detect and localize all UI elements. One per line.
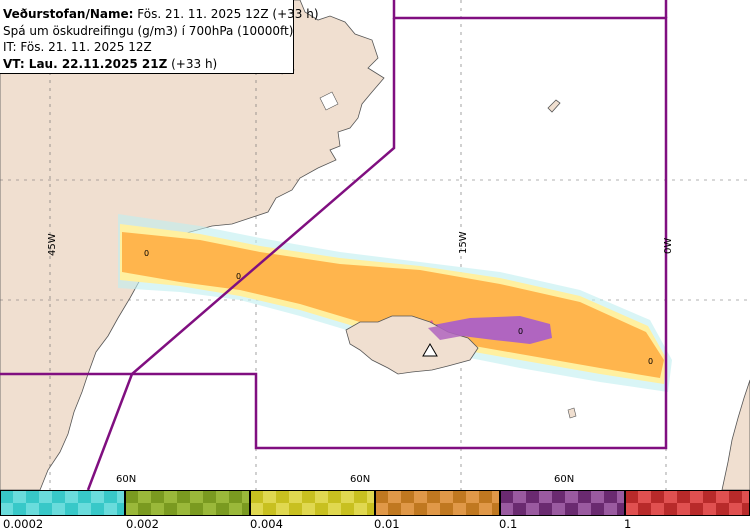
info-line-valid-time: VT: Lau. 22.11.2025 21Z (+33 h) (3, 56, 293, 73)
volcano-icon (422, 343, 438, 357)
issuer-value: Fös. 21. 11. 2025 12Z (+33 h) (133, 7, 319, 21)
legend-color-bar (0, 490, 750, 516)
contour-label: 0 (236, 272, 241, 281)
legend-label: 0.01 (374, 517, 400, 531)
issuer-label: Veðurstofan/Name: (3, 7, 134, 21)
legend-bin (500, 490, 625, 516)
forecast-info-box: Veðurstofan/Name: Fös. 21. 11. 2025 12Z … (0, 0, 319, 74)
faroe-islands (567, 407, 577, 419)
info-line-description: Spá um öskudreifingu (g/m3) í 700hPa (10… (3, 23, 294, 38)
longitude-label-15w: 15W (458, 231, 469, 254)
contour-label: 0 (518, 327, 523, 336)
legend-label: 0.0002 (3, 517, 44, 531)
valid-time-label: VT: Lau. 22.11.2025 21Z (3, 56, 168, 71)
latitude-label-60n: 60N (350, 474, 370, 485)
legend-bin (250, 490, 375, 516)
legend-label: 1 (624, 517, 632, 531)
legend-label: 0.1 (499, 517, 518, 531)
valid-time-offset: (+33 h) (167, 56, 218, 71)
fir-boundary (0, 0, 668, 491)
ash-over-iceland (428, 318, 548, 340)
legend-label: 0.004 (250, 517, 283, 531)
latitude-label-60n: 60N (116, 474, 136, 485)
longitude-label-0w: 0W (663, 238, 674, 254)
jan-mayen-island (547, 99, 561, 113)
info-line-issuer: Veðurstofan/Name: Fös. 21. 11. 2025 12Z … (3, 6, 319, 23)
latitude-label-60n: 60N (554, 474, 574, 485)
legend-bin (375, 490, 500, 516)
legend-bin (125, 490, 250, 516)
color-legend: 0.0002 0.002 0.004 0.01 0.1 1 (0, 490, 750, 532)
legend-bin (0, 490, 125, 516)
contour-label: 0 (648, 357, 653, 366)
contour-label: 0 (144, 249, 149, 258)
greenland-fjord (319, 91, 339, 111)
longitude-label-45w: 45W (47, 233, 58, 256)
greenland-landmass (0, 0, 385, 491)
legend-label: 0.002 (126, 517, 159, 531)
legend-bin (625, 490, 750, 516)
info-line-issue-time: IT: Fös. 21. 11. 2025 12Z (3, 40, 152, 54)
